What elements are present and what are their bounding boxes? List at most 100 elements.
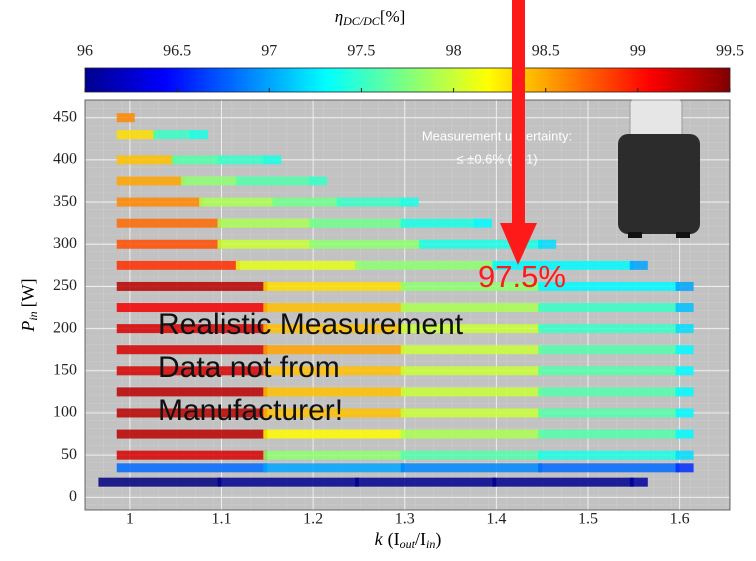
data-band	[217, 477, 359, 487]
data-band	[538, 429, 680, 439]
y-tick-label: 150	[53, 361, 77, 378]
data-band	[116, 239, 222, 249]
data-band	[116, 408, 268, 418]
data-band	[116, 218, 222, 228]
data-band	[309, 176, 328, 186]
data-band	[263, 429, 405, 439]
data-band	[116, 303, 268, 313]
y-tick-label: 450	[53, 108, 77, 125]
data-band	[235, 176, 314, 186]
data-band	[400, 366, 543, 376]
data-band	[675, 281, 694, 291]
data-band	[309, 218, 405, 228]
data-band	[116, 260, 240, 270]
data-band	[538, 324, 680, 334]
data-band	[675, 408, 694, 418]
data-band	[263, 345, 405, 355]
data-band	[190, 130, 209, 140]
data-band	[263, 387, 405, 397]
annotation: Manufacturer!	[158, 394, 343, 427]
data-band	[419, 239, 543, 249]
data-band	[116, 113, 135, 123]
data-band	[263, 450, 405, 460]
data-band	[98, 477, 222, 487]
device-foot	[628, 232, 642, 238]
y-tick-label: 250	[53, 277, 77, 294]
data-band	[492, 477, 634, 487]
colorbar-tick-label: 96.5	[163, 43, 191, 60]
data-band	[263, 155, 282, 165]
data-band	[336, 197, 405, 207]
data-band	[400, 281, 543, 291]
data-band	[538, 303, 680, 313]
data-band	[116, 345, 268, 355]
x-tick-label: 1	[126, 511, 134, 528]
data-band	[538, 366, 680, 376]
data-band	[116, 176, 185, 186]
data-band	[116, 324, 268, 334]
data-band	[263, 463, 405, 473]
data-band	[675, 345, 694, 355]
arrow-head	[500, 223, 537, 265]
x-tick-label: 1.3	[395, 511, 415, 528]
data-band	[538, 408, 680, 418]
colorbar-tick-label: 98.5	[532, 43, 560, 60]
data-band	[116, 281, 268, 291]
annotation: ≤ ±0.6% (k=1)	[456, 151, 537, 166]
data-band	[116, 463, 268, 473]
data-band	[116, 130, 158, 140]
data-band	[263, 281, 405, 291]
data-band	[235, 260, 359, 270]
data-band	[400, 324, 543, 334]
data-band	[400, 197, 419, 207]
y-tick-label: 350	[53, 193, 77, 210]
colorbar-tick-label: 97.5	[347, 43, 375, 60]
data-band	[171, 155, 222, 165]
colorbar-tick-label: 97	[261, 43, 277, 60]
data-band	[492, 260, 634, 270]
data-band	[675, 303, 694, 313]
colorbar-tick-label: 99.5	[716, 43, 744, 60]
data-band	[116, 429, 268, 439]
annotation: Measurement uncertainty:	[422, 128, 572, 143]
x-axis-label: k (Iout/Iin)	[375, 529, 442, 551]
connector	[629, 99, 683, 139]
data-band	[400, 450, 543, 460]
data-band	[116, 155, 176, 165]
data-band	[180, 176, 240, 186]
data-band	[474, 218, 493, 228]
colorbar-tick-label: 96	[77, 43, 93, 60]
data-band	[675, 429, 694, 439]
annotation: Data not from	[158, 351, 340, 384]
data-band	[263, 366, 405, 376]
y-axis-label: Pin[W]	[18, 278, 40, 332]
x-tick-label: 1.2	[303, 511, 323, 528]
data-band	[354, 260, 497, 270]
colorbar-title: ηDC/DC[%]	[335, 7, 406, 28]
data-band	[354, 477, 497, 487]
colorbar-tick-label: 98	[446, 43, 462, 60]
product-image	[618, 99, 700, 238]
data-band	[217, 218, 314, 228]
data-band	[675, 324, 694, 334]
data-band	[263, 408, 405, 418]
device-body	[618, 134, 700, 234]
device-foot	[676, 232, 690, 238]
plot-frame	[84, 99, 731, 511]
data-band	[538, 239, 557, 249]
data-band	[400, 387, 543, 397]
data-band	[400, 463, 543, 473]
data-band	[116, 366, 268, 376]
data-band	[538, 463, 680, 473]
data-band	[400, 345, 543, 355]
data-band	[538, 345, 680, 355]
data-band	[153, 130, 195, 140]
x-tick-label: 1.1	[212, 511, 232, 528]
colorbar-tick-label: 99	[630, 43, 646, 60]
data-band	[538, 450, 680, 460]
x-tick-label: 1.6	[670, 511, 690, 528]
annotation: 97.5%	[478, 259, 566, 294]
data-band	[629, 477, 648, 487]
data-band	[217, 239, 314, 249]
